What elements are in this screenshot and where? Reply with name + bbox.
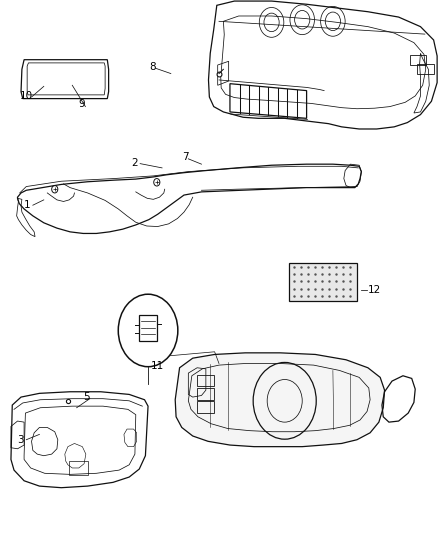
Bar [289,263,357,301]
Text: 9: 9 [79,99,85,109]
Bar [139,315,157,341]
Text: 10: 10 [20,91,33,101]
Bar [197,401,214,413]
Text: 8: 8 [149,62,155,71]
Text: 11: 11 [151,361,164,370]
Text: 7: 7 [182,152,188,162]
Bar [417,64,434,74]
Circle shape [118,294,178,367]
Bar [197,388,214,400]
Text: 12: 12 [368,286,381,295]
Text: 1: 1 [24,200,31,210]
Bar [69,461,88,475]
Polygon shape [175,353,385,447]
Text: 5: 5 [83,392,90,402]
Text: 3: 3 [18,435,24,445]
Bar [410,55,426,65]
Text: 2: 2 [131,158,138,167]
Bar [197,375,214,386]
